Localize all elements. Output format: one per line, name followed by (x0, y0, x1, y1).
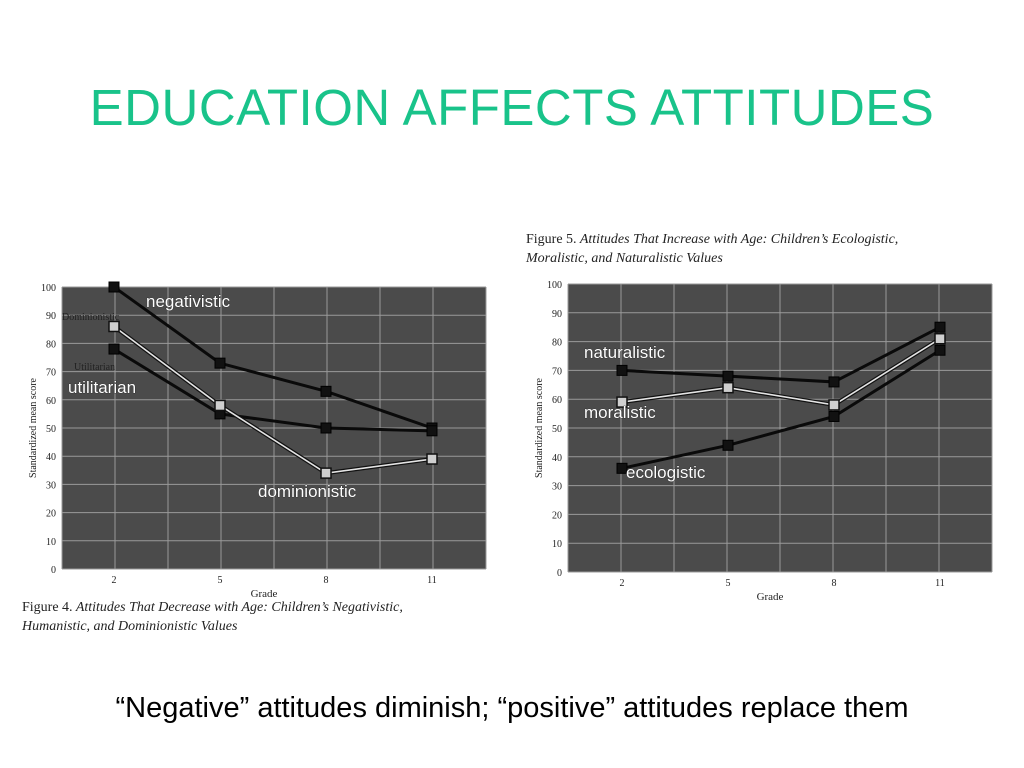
slide-subtitle: “Negative” attitudes diminish; “positive… (115, 692, 909, 724)
series-line-negativistic (113, 285, 433, 430)
figure-5-caption-line1: Attitudes That Increase with Age: Childr… (579, 232, 899, 247)
series-line-naturalistic (621, 325, 941, 384)
y-tick-label: 80 (552, 338, 562, 349)
printed-label-dominionistic: Dominionistic (62, 312, 120, 323)
y-tick-label: 0 (51, 565, 56, 576)
y-tick-label: 70 (46, 368, 56, 379)
figure-5-number: Figure 5. (526, 232, 577, 247)
data-point-ecologistic (934, 344, 946, 356)
data-point-moralistic (616, 396, 628, 408)
y-tick-label: 40 (46, 452, 56, 463)
y-tick-label: 100 (41, 283, 56, 294)
series-line-ecologistic (621, 348, 941, 470)
overlay-label-naturalistic: naturalistic (584, 343, 666, 362)
data-point-naturalistic (722, 370, 734, 382)
data-point-moralistic (934, 332, 946, 345)
x-axis-label: Grade (757, 591, 784, 603)
y-axis-label: Standardized mean score (534, 377, 545, 478)
data-point-dominionistic (426, 453, 438, 465)
y-tick-label: 40 (552, 453, 562, 464)
figure-5-chart: 0 10 20 30 40 50 60 70 80 90 100 2 5 8 11 Grade Standard… (534, 280, 993, 603)
series-line-moralistic-inner (621, 338, 941, 406)
x-tick-label: 2 (112, 575, 117, 586)
data-point-naturalistic (828, 376, 840, 388)
data-point-ecologistic (616, 462, 628, 474)
y-tick-label: 20 (46, 509, 56, 520)
x-tick-label: 8 (324, 575, 329, 586)
overlay-label-dominionistic: dominionistic (258, 482, 357, 501)
figure-4-number: Figure 4. (22, 600, 73, 615)
series-line-utilitarian (113, 347, 433, 433)
x-tick-label: 8 (832, 578, 837, 589)
x-tick-label: 11 (427, 575, 437, 586)
y-tick-label: 100 (547, 280, 562, 291)
x-tick-label: 5 (726, 578, 731, 589)
x-tick-label: 2 (620, 578, 625, 589)
y-tick-label: 20 (552, 510, 562, 521)
data-point-utilitarian (320, 422, 332, 434)
series-line-dominionistic-inner (113, 325, 433, 474)
figure-4-caption: Figure 4. Attitudes That Decrease with A… (22, 598, 403, 636)
data-point-negativistic (108, 281, 120, 293)
overlay-label-utilitarian: utilitarian (68, 378, 136, 397)
figure-5-caption: Figure 5. Attitudes That Increase with A… (526, 230, 898, 268)
x-tick-label: 5 (218, 575, 223, 586)
data-point-dominionistic (214, 399, 226, 412)
x-axis-label: Grade (251, 588, 278, 600)
y-tick-label: 30 (46, 480, 56, 491)
figure-4-caption-line2: Humanistic, and Dominionistic Values (22, 619, 238, 634)
overlay-label-moralistic: moralistic (584, 403, 656, 422)
figure-4-caption-line1: Attitudes That Decrease with Age: Childr… (75, 600, 403, 615)
slide-title: EDUCATION AFFECTS ATTITUDES (89, 79, 935, 136)
y-tick-label: 60 (46, 396, 56, 407)
overlay-label-negativistic: negativistic (146, 292, 231, 311)
overlay-label-ecologistic: ecologistic (626, 463, 706, 482)
data-point-moralistic (828, 399, 840, 411)
y-tick-label: 80 (46, 339, 56, 350)
y-tick-label: 50 (46, 424, 56, 435)
data-point-naturalistic (616, 364, 628, 376)
data-point-ecologistic (722, 439, 734, 451)
data-point-utilitarian (426, 425, 438, 437)
y-tick-label: 10 (46, 537, 56, 548)
data-point-moralistic (722, 381, 734, 394)
x-tick-label: 11 (935, 578, 945, 589)
y-tick-label: 60 (552, 395, 562, 406)
y-tick-label: 0 (557, 568, 562, 579)
y-tick-label: 30 (552, 482, 562, 493)
y-tick-label: 10 (552, 539, 562, 550)
data-point-negativistic (320, 385, 332, 397)
data-point-dominionistic (320, 467, 332, 479)
data-point-negativistic (214, 357, 226, 369)
y-axis-label: Standardized mean score (28, 377, 39, 478)
y-tick-label: 70 (552, 366, 562, 377)
data-point-naturalistic (934, 321, 946, 333)
y-tick-label: 90 (46, 311, 56, 322)
y-tick-label: 50 (552, 424, 562, 435)
data-point-dominionistic (108, 320, 120, 333)
figure-5-caption-line2: Moralistic, and Naturalistic Values (526, 251, 723, 266)
figure-4-chart: 0 10 20 30 40 50 60 70 80 90 100 2 5 8 11 Grade Standard… (28, 281, 487, 600)
figure-4: 0 10 20 30 40 50 60 70 80 90 100 2 5 8 11 Grade Standard… (18, 281, 498, 642)
data-point-ecologistic (828, 410, 840, 422)
figure-5: Figure 5. Attitudes That Increase with A… (522, 228, 1002, 608)
printed-label-utilitarian: Utilitarian (74, 362, 115, 373)
data-point-utilitarian (108, 343, 120, 355)
y-tick-label: 90 (552, 309, 562, 320)
